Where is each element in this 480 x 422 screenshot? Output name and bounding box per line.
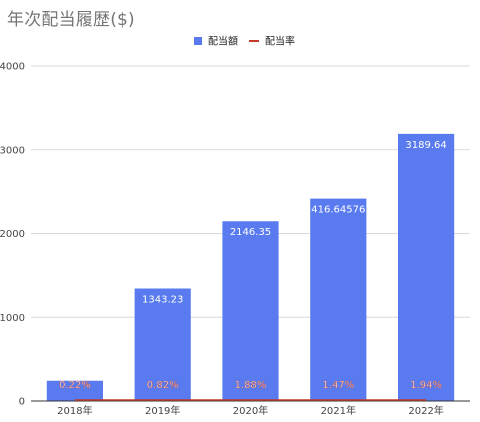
x-tick-label: 2020年: [233, 404, 268, 417]
bar: [310, 198, 367, 401]
legend-label: 配当額: [208, 35, 238, 48]
x-tick-label: 2019年: [145, 404, 180, 417]
rate-value-label: 1.94%: [410, 380, 442, 391]
bar-value-label: 2416.645763: [305, 205, 372, 216]
rate-value-label: 0.82%: [147, 380, 179, 391]
bar-value-label: 1343.23: [142, 295, 183, 306]
bar: [398, 133, 455, 401]
legend-label: 配当率: [265, 35, 295, 48]
y-tick-label: 2000: [0, 229, 25, 240]
legend-bar-swatch: [194, 37, 202, 45]
legend: 配当額 配当率: [194, 35, 295, 48]
x-tick-label: 2018年: [57, 404, 92, 417]
rate-value-label: 1.88%: [235, 380, 267, 391]
y-tick-label: 4000: [0, 62, 25, 73]
x-tick-label: 2022年: [408, 404, 443, 417]
bar: [46, 380, 103, 401]
bar: [134, 288, 191, 401]
x-tick-label: 2021年: [321, 404, 356, 417]
x-axis-ticks: 2018年 2019年 2020年 2021年 2022年: [57, 404, 444, 417]
y-tick-label: 3000: [0, 145, 25, 156]
bar-value-label: 3189.64: [405, 140, 446, 151]
y-axis-ticks: 0 1000 2000 3000 4000: [0, 62, 25, 408]
rate-line: 0.22% 0.82% 1.88% 1.47% 1.94%: [59, 380, 442, 401]
y-tick-label: 1000: [0, 313, 25, 324]
rate-value-label: 1.47%: [322, 380, 354, 391]
y-tick-label: 0: [19, 397, 25, 408]
bar-value-label: 2146.35: [230, 227, 271, 238]
rate-value-label: 0.22%: [59, 380, 91, 391]
bar: [222, 221, 279, 401]
chart-title: 年次配当履歴($): [7, 10, 135, 30]
bars: 1343.23 2146.35 2416.645763 3189.64: [31, 133, 470, 402]
